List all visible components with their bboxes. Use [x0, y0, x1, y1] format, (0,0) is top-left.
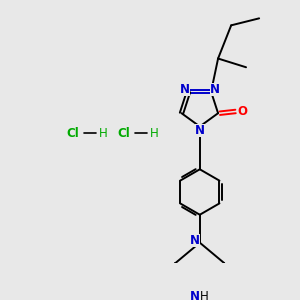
Text: N: N [180, 82, 190, 96]
Text: H: H [150, 127, 159, 140]
Text: N: N [195, 124, 205, 137]
Text: H: H [200, 290, 208, 300]
Text: N: N [190, 234, 200, 248]
Text: N: N [190, 290, 200, 300]
Text: O: O [238, 105, 248, 118]
Text: Cl: Cl [67, 127, 80, 140]
Text: H: H [99, 127, 108, 140]
Text: Cl: Cl [117, 127, 130, 140]
Text: N: N [210, 82, 220, 96]
